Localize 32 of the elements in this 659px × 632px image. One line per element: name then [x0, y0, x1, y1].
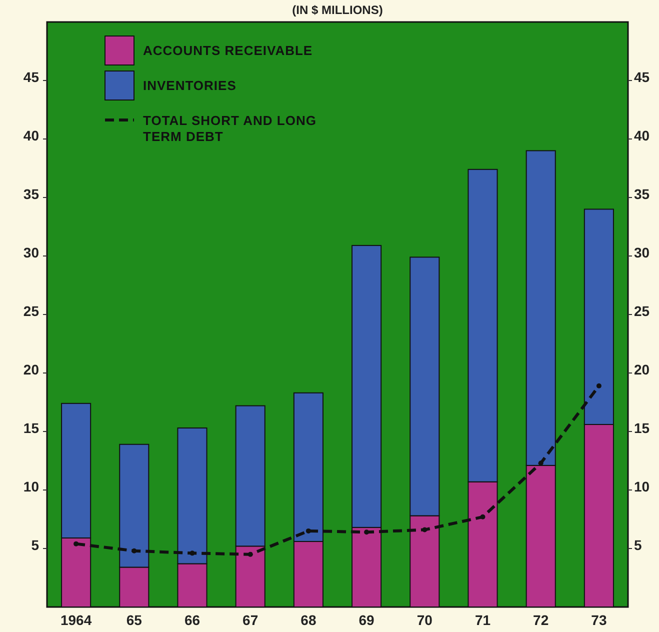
y2-tick-label: 10 [634, 478, 650, 494]
x-tick-label: 70 [416, 612, 433, 628]
x-tick-label: 1964 [60, 612, 92, 628]
y2-tick-label: 25 [634, 302, 650, 319]
y2-tick-label: 35 [634, 186, 650, 202]
y-tick-label: 25 [23, 302, 40, 319]
legend-label: TOTAL SHORT AND LONG TERM DEBT [143, 113, 316, 144]
x-tick-label: 73 [591, 612, 607, 628]
y-tick-label: 15 [23, 420, 40, 436]
y-tick-label: 30 [23, 244, 40, 260]
y2-tick-label: 15 [634, 420, 650, 436]
x-tick-label: 69 [358, 612, 375, 628]
y2-tick-label: 30 [634, 244, 650, 260]
y2-tick-label: 40 [634, 127, 650, 144]
legend-label: ACCOUNTS RECEIVABLE [143, 43, 313, 58]
y2-tick-label: 20 [634, 361, 650, 378]
x-tick-label: 71 [474, 612, 491, 628]
x-tick-label: 65 [126, 612, 142, 628]
chart-title: (IN $ MILLIONS) [292, 3, 383, 17]
y-tick-label: 40 [23, 127, 40, 144]
x-tick-label: 68 [300, 612, 316, 628]
y2-tick-label: 45 [634, 68, 650, 85]
y-tick-label: 20 [23, 361, 40, 378]
y2-tick-label: 5 [634, 536, 642, 553]
x-tick-label: 67 [242, 612, 258, 628]
y-tick-label: 45 [23, 68, 40, 85]
y-tick-label: 10 [23, 478, 40, 494]
y-tick-label: 5 [31, 536, 40, 553]
x-tick-label: 72 [533, 612, 549, 628]
x-tick-label: 66 [184, 612, 200, 628]
legend-label: INVENTORIES [143, 78, 236, 93]
y-tick-label: 35 [23, 186, 40, 202]
